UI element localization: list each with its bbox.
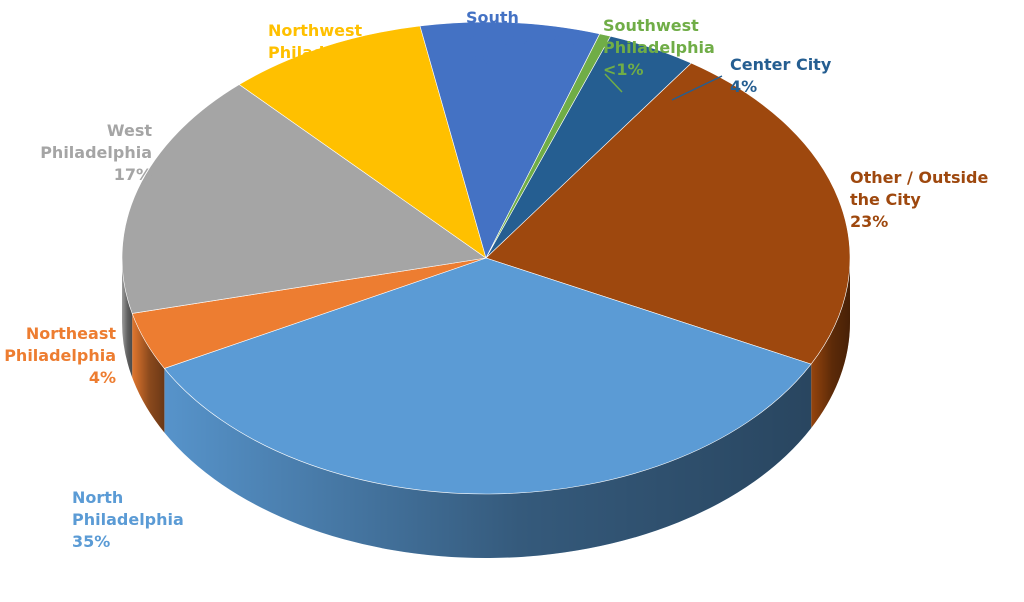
slice-name: North xyxy=(72,488,123,507)
slice-name: South xyxy=(466,8,519,27)
slice-percent: 17% xyxy=(114,165,152,184)
slice-label-7: Southwest Philadelphia <1% xyxy=(603,16,715,79)
slice-name: Philadelphia xyxy=(268,43,380,62)
slice-label-3: Northeast Philadelphia 4% xyxy=(4,324,116,387)
slice-label-4: West Philadelphia 17% xyxy=(40,121,152,184)
slice-name: West xyxy=(107,121,152,140)
slice-name: Northeast xyxy=(26,324,116,343)
pie-slice-6 xyxy=(419,21,601,259)
pie-slices xyxy=(121,21,851,495)
pie-slice-4 xyxy=(121,84,487,314)
slice-percent: 35% xyxy=(72,532,110,551)
slice-name: the City xyxy=(850,190,921,209)
slice-label-0: Center City 4% xyxy=(730,55,832,96)
slice-name: Philadelphia xyxy=(40,143,152,162)
pie-labels: Center City 4% Other / Outside the City 23% N… xyxy=(4,8,988,551)
slice-label-2: North Philadelphia 35% xyxy=(72,488,184,551)
slice-percent: <1% xyxy=(603,60,644,79)
pie-slice-7 xyxy=(485,33,611,259)
slice-label-6: South Philadelphia 8% xyxy=(466,8,578,71)
slice-name: Other / Outside xyxy=(850,168,988,187)
pie-slice-5 xyxy=(238,25,487,259)
slice-percent: 4% xyxy=(730,77,757,96)
leader-line-7 xyxy=(604,73,623,93)
slice-name: Philadelphia xyxy=(603,38,715,57)
slice-label-5: Northwest Philadelphia 9% xyxy=(268,21,380,84)
pie-side-shade-3 xyxy=(132,313,165,433)
slice-percent: 9% xyxy=(268,65,295,84)
slice-name: Philadelphia xyxy=(466,30,578,49)
slice-percent: 4% xyxy=(89,368,116,387)
slice-name: Philadelphia xyxy=(4,346,116,365)
pie-slice-2 xyxy=(164,257,812,495)
slice-label-1: Other / Outside the City 23% xyxy=(850,168,988,231)
slice-name: Southwest xyxy=(603,16,699,35)
leader-line-0 xyxy=(671,75,723,101)
slice-name: Philadelphia xyxy=(72,510,184,529)
pie-side-shade-2 xyxy=(164,364,812,559)
slice-name: Center City xyxy=(730,55,832,74)
slice-percent: 8% xyxy=(466,52,493,71)
slice-percent: 23% xyxy=(850,212,888,231)
pie-slice-1 xyxy=(485,62,851,365)
slice-name: Northwest xyxy=(268,21,362,40)
pie-side-shade-1 xyxy=(811,258,850,429)
